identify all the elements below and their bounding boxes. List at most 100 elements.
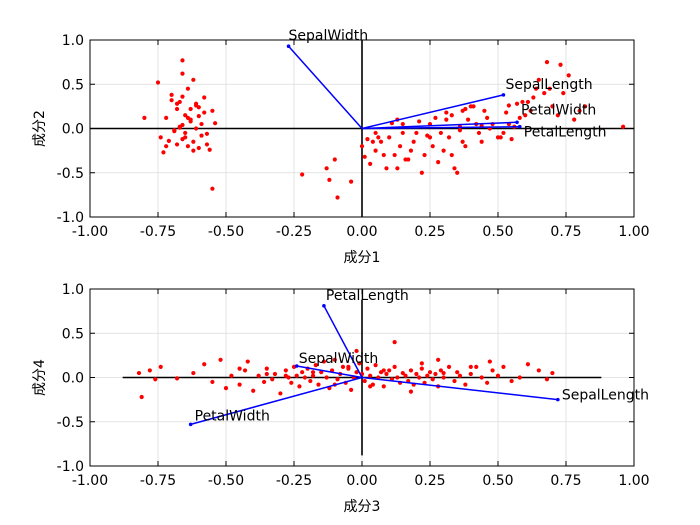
loading-vector-tip bbox=[286, 44, 291, 48]
data-point bbox=[237, 366, 242, 371]
data-point bbox=[533, 86, 539, 91]
y-tick-label: -1.0 bbox=[57, 459, 84, 475]
y-tick-label: 1.0 bbox=[62, 282, 84, 298]
data-point bbox=[289, 380, 294, 385]
data-point bbox=[498, 135, 503, 140]
data-point bbox=[425, 373, 430, 378]
data-point bbox=[572, 117, 577, 122]
data-point bbox=[479, 139, 484, 144]
loading-vector-tip bbox=[515, 120, 519, 125]
chart-panel-1: SepalWidth SepalLength PetalWidth PetalLeng… bbox=[32, 28, 650, 266]
data-point bbox=[517, 375, 522, 380]
data-point bbox=[400, 121, 405, 127]
y-axis-label: 成分2 bbox=[32, 110, 48, 147]
y-tick-label: 0.0 bbox=[62, 122, 84, 138]
data-point bbox=[476, 130, 482, 136]
data-point bbox=[180, 58, 185, 63]
data-point bbox=[335, 195, 340, 200]
data-point bbox=[324, 166, 329, 171]
data-point bbox=[430, 377, 435, 382]
data-point bbox=[395, 166, 400, 171]
y-tick-label: 0.5 bbox=[62, 326, 84, 342]
data-point bbox=[191, 370, 196, 376]
vector-label: PetalLength bbox=[326, 288, 409, 304]
data-point bbox=[525, 362, 531, 367]
data-point bbox=[354, 348, 359, 354]
data-point bbox=[457, 128, 463, 133]
data-point bbox=[308, 378, 313, 384]
data-point bbox=[517, 115, 522, 120]
data-point bbox=[180, 122, 185, 128]
data-point bbox=[210, 108, 215, 113]
data-point bbox=[384, 166, 389, 171]
data-point bbox=[142, 115, 147, 120]
data-point bbox=[525, 99, 531, 105]
data-point bbox=[441, 375, 446, 380]
data-point bbox=[419, 361, 424, 366]
data-point bbox=[199, 121, 204, 127]
x-axis-label: 成分3 bbox=[344, 499, 381, 515]
data-point bbox=[169, 92, 174, 97]
vector-label: PetalLength bbox=[524, 125, 607, 141]
data-point bbox=[185, 86, 191, 91]
data-point bbox=[400, 130, 405, 136]
x-tick-label: 0.00 bbox=[346, 473, 377, 489]
data-point bbox=[245, 359, 250, 364]
loading-vector-sepallength bbox=[361, 94, 504, 130]
data-point bbox=[550, 104, 555, 109]
data-point bbox=[446, 135, 452, 140]
data-point bbox=[471, 104, 476, 109]
x-tick-label: -0.50 bbox=[208, 473, 244, 489]
data-point bbox=[397, 144, 403, 149]
data-point bbox=[403, 373, 408, 378]
data-point bbox=[202, 110, 207, 115]
data-point bbox=[468, 371, 473, 377]
data-point bbox=[392, 364, 397, 369]
loading-vector-tip bbox=[501, 93, 506, 97]
data-point bbox=[237, 382, 242, 387]
data-point bbox=[446, 364, 452, 369]
data-point bbox=[449, 113, 454, 118]
data-point bbox=[384, 371, 389, 377]
data-point bbox=[400, 370, 405, 376]
data-point bbox=[550, 370, 555, 376]
vector-label: PetalWidth bbox=[521, 102, 596, 118]
loading-vector-sepallength bbox=[361, 376, 558, 401]
loading-vector-petalwidth bbox=[190, 376, 363, 426]
y-tick-label: -0.5 bbox=[57, 166, 84, 182]
data-point bbox=[417, 119, 422, 124]
x-tick-label: 0.75 bbox=[550, 473, 581, 489]
loading-vector-petallength bbox=[323, 305, 363, 378]
y-tick-label: 0.0 bbox=[62, 371, 84, 387]
data-point bbox=[490, 368, 495, 373]
y-tick-label: 0.5 bbox=[62, 77, 84, 93]
data-point bbox=[310, 370, 316, 375]
data-point bbox=[153, 377, 158, 382]
data-point bbox=[270, 377, 275, 382]
loading-vector-tip bbox=[556, 397, 560, 402]
data-point bbox=[210, 379, 215, 385]
data-point bbox=[365, 137, 370, 142]
data-point bbox=[419, 170, 424, 175]
data-point bbox=[455, 370, 460, 375]
data-point bbox=[183, 135, 188, 140]
data-point bbox=[381, 384, 386, 389]
data-point bbox=[370, 139, 375, 144]
data-point bbox=[425, 133, 430, 138]
data-point bbox=[460, 139, 465, 144]
data-point bbox=[417, 375, 422, 380]
data-point bbox=[523, 113, 528, 118]
y-axis-label: 成分4 bbox=[32, 359, 48, 396]
data-point bbox=[465, 117, 471, 122]
data-point bbox=[561, 91, 566, 96]
data-point bbox=[520, 99, 525, 105]
data-point bbox=[302, 375, 307, 380]
data-point bbox=[139, 394, 144, 400]
data-point bbox=[387, 368, 392, 373]
data-point bbox=[335, 377, 340, 382]
data-point bbox=[422, 152, 427, 158]
data-point bbox=[183, 130, 188, 136]
x-tick-label: 0.00 bbox=[346, 224, 377, 240]
data-point bbox=[495, 373, 501, 378]
data-point bbox=[180, 94, 185, 99]
